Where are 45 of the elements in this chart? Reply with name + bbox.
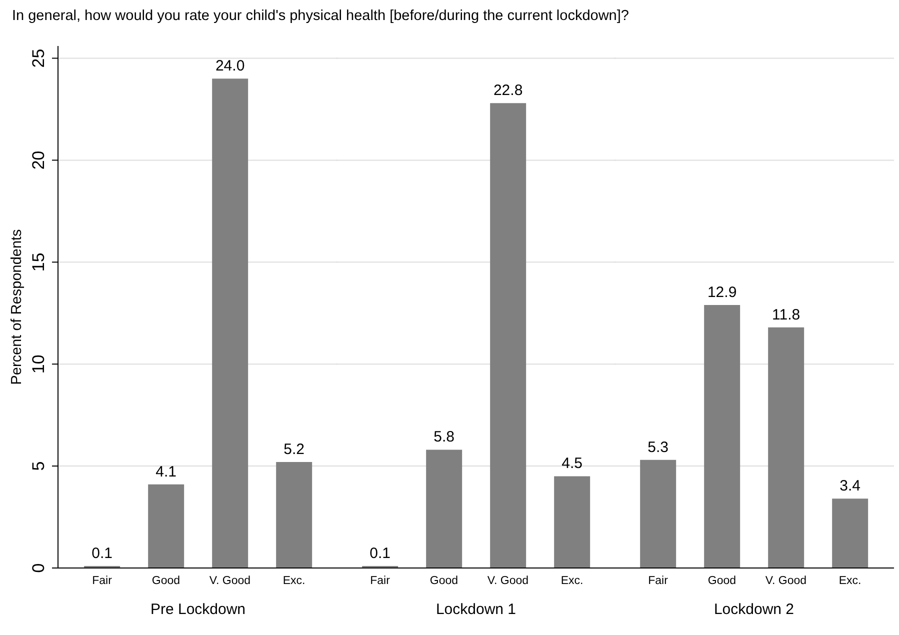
bar	[768, 327, 804, 568]
x-tick-label: Fair	[648, 575, 668, 588]
data-label: 4.5	[561, 455, 582, 472]
x-tick-label: Fair	[92, 575, 112, 588]
y-tick-label: 25	[29, 48, 48, 68]
x-axis-title: Lockdown 2	[714, 601, 794, 618]
data-label: 12.9	[707, 284, 737, 301]
bar	[832, 498, 868, 568]
data-label: 4.1	[156, 463, 177, 480]
x-axis-title: Pre Lockdown	[150, 601, 246, 618]
y-axis-title: Percent of Respondents	[9, 229, 26, 385]
bar	[276, 462, 312, 568]
x-tick-label: Exc.	[560, 575, 583, 588]
y-tick-label: 5	[29, 461, 48, 471]
x-tick-label: V. Good	[487, 575, 528, 588]
data-label: 0.1	[92, 544, 113, 562]
bar	[554, 476, 590, 568]
x-tick-label: Good	[430, 575, 458, 588]
bar	[490, 103, 526, 568]
bar	[426, 450, 462, 568]
y-tick-label: 20	[29, 150, 48, 170]
data-label: 5.8	[433, 428, 454, 446]
x-tick-label: V. Good	[209, 575, 251, 588]
bar	[212, 78, 248, 568]
x-tick-label: Good	[708, 575, 736, 588]
y-tick-label: 0	[29, 563, 48, 573]
x-tick-label: Exc.	[838, 575, 862, 588]
data-label: 3.4	[840, 478, 860, 495]
x-tick-label: V. Good	[765, 575, 806, 588]
data-label: 0.1	[369, 544, 390, 562]
x-axis-title: Lockdown 1	[436, 601, 516, 618]
data-label: 5.3	[648, 438, 668, 456]
x-tick-label: Fair	[370, 575, 390, 588]
data-label: 24.0	[215, 58, 245, 75]
data-label: 5.2	[284, 440, 305, 458]
y-tick-label: 15	[29, 252, 48, 272]
chart-title: In general, how would you rate your child's physical health [before/during the current lockdown]?	[12, 8, 629, 24]
data-label: 11.8	[772, 306, 800, 324]
bar	[704, 304, 740, 568]
bar	[640, 460, 676, 568]
y-tick-label: 10	[29, 354, 48, 374]
x-tick-label: Good	[152, 575, 180, 588]
data-label: 22.8	[493, 82, 522, 100]
bar	[148, 484, 184, 568]
x-tick-label: Exc.	[282, 575, 306, 588]
